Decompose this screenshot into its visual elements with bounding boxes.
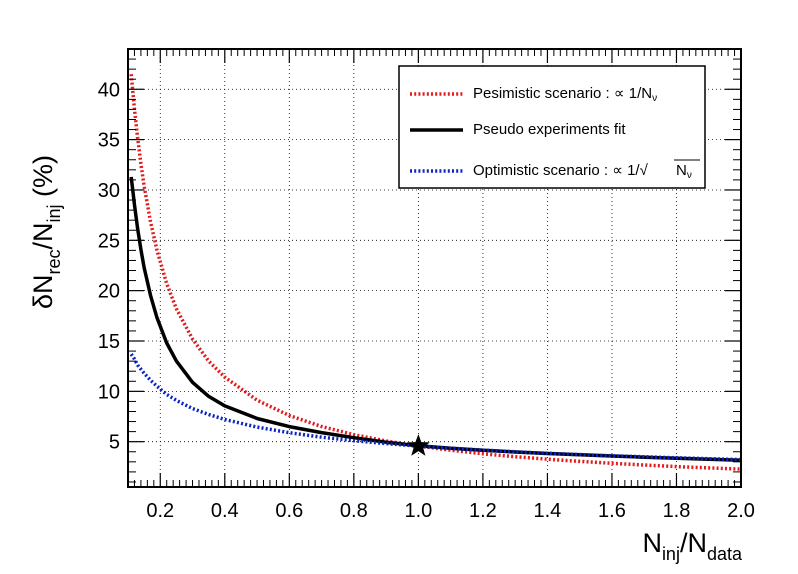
y-axis-title-part2: /N — [28, 222, 58, 249]
x-tick-label: 0.4 — [211, 500, 239, 522]
x-tick-label: 1.0 — [404, 500, 432, 522]
y-tick-label: 30 — [98, 180, 120, 202]
y-axis-title-sub1: rec — [44, 249, 64, 274]
legend-label-optimistic-radicand: Nν — [676, 162, 692, 181]
series-layer — [129, 74, 742, 471]
x-axis-title-part1: N — [642, 528, 662, 558]
legend-label-fit: Pseudo experiments fit — [473, 121, 626, 138]
y-tick-label: 35 — [98, 130, 120, 152]
marker-layer — [407, 434, 430, 456]
x-tick-label: 1.8 — [663, 500, 691, 522]
y-tick-label: 10 — [98, 381, 120, 403]
legend-radicand-sub: ν — [687, 170, 692, 181]
y-tick-label: 40 — [98, 79, 120, 101]
y-tick-label: 5 — [109, 432, 120, 454]
y-tick-label: 20 — [98, 281, 120, 303]
y-axis-title-part3: (%) — [28, 155, 58, 205]
x-tick-label: 1.4 — [534, 500, 562, 522]
x-tick-label: 1.2 — [469, 500, 497, 522]
legend-label-pesimistic: Pesimistic scenario : ∝ 1/Nν — [473, 85, 657, 104]
y-tick-label: 15 — [98, 331, 120, 353]
series-line-0 — [129, 74, 742, 471]
y-tick-label: 25 — [98, 230, 120, 252]
y-axis-title: δNrec/Ninj (%) — [28, 155, 64, 309]
legend-box — [398, 65, 706, 189]
x-tick-label: 2.0 — [727, 500, 755, 522]
x-tick-label: 0.6 — [275, 500, 303, 522]
tick-labels: 0.2 0.4 0.6 0.8 1.0 1.2 1.4 1.6 1.8 2.0 5 10 15 20 25 3… — [98, 79, 755, 522]
data-point-star — [407, 434, 430, 456]
series-line-1 — [129, 176, 742, 463]
x-axis-title-sub1: inj — [662, 544, 680, 564]
y-axis-title-part1: δN — [28, 275, 58, 310]
legend-label-pesimistic-text: Pesimistic scenario : ∝ 1/N — [473, 85, 652, 102]
legend-entry-fit: Pseudo experiments fit — [410, 121, 626, 138]
legend: Pesimistic scenario : ∝ 1/Nν Pseudo expe… — [398, 65, 706, 189]
x-axis-title-sub2: data — [707, 544, 743, 564]
plot-frame — [127, 48, 742, 488]
axis-ticks — [128, 49, 742, 487]
x-axis-title-part2: /N — [680, 528, 707, 558]
legend-radicand-text: N — [676, 162, 687, 179]
legend-label-optimistic: Optimistic scenario : ∝ 1/√ — [473, 162, 649, 179]
x-tick-label: 0.2 — [146, 500, 174, 522]
x-tick-label: 1.6 — [598, 500, 626, 522]
x-tick-label: 0.8 — [340, 500, 368, 522]
y-axis-title-sub2: inj — [44, 204, 64, 222]
x-axis-title: Ninj/Ndata — [642, 528, 743, 564]
legend-entry-pesimistic: Pesimistic scenario : ∝ 1/Nν — [410, 85, 657, 104]
legend-label-pesimistic-sub: ν — [652, 93, 657, 104]
legend-entry-optimistic: Optimistic scenario : ∝ 1/√ Nν — [410, 159, 700, 181]
